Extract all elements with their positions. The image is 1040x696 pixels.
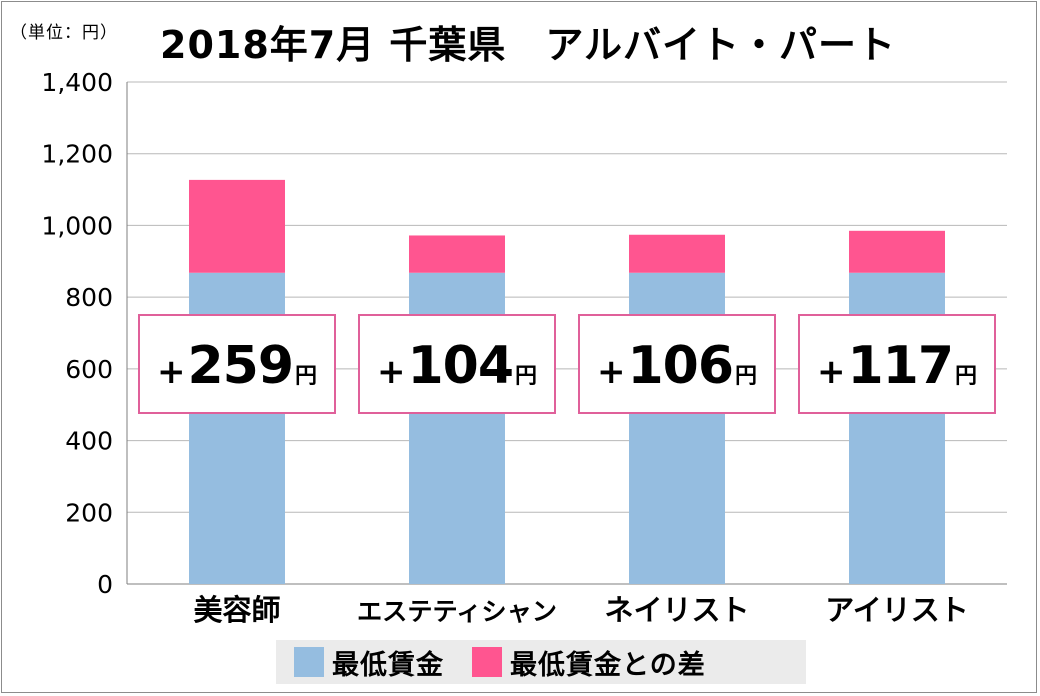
y-tick-label: 1,400 (41, 68, 113, 97)
y-tick-label: 200 (65, 498, 113, 527)
y-axis-ticks: 0 200 400 600 800 1,000 1,200 1,400 (41, 68, 113, 599)
difference-label-box: +259 円 (138, 314, 336, 414)
difference-value: 259 (187, 336, 294, 396)
difference-label-box: +117 円 (798, 314, 996, 414)
difference-value: 106 (627, 336, 734, 396)
difference-unit: 円 (515, 364, 538, 389)
x-category-label: エステティシャン (357, 597, 557, 626)
bar-difference (409, 235, 505, 273)
difference-plus-sign: + (376, 352, 406, 392)
legend-swatch-difference (472, 647, 502, 677)
bar-difference (189, 179, 285, 273)
difference-plus-sign: + (596, 352, 626, 392)
difference-value: 104 (407, 336, 514, 396)
x-category-label: アイリスト (825, 593, 969, 627)
chart-title: 2018年7月 千葉県 アルバイト・パート (160, 23, 897, 67)
x-axis-categories: 美容師 エステティシャン ネイリスト アイリスト (193, 593, 968, 627)
legend-item-difference: 最低賃金との差 (472, 643, 706, 682)
legend-item-min-wage: 最低賃金 (294, 643, 444, 682)
unit-label: （単位：円） (10, 23, 118, 43)
y-tick-label: 600 (65, 355, 113, 384)
difference-label-box: +106 円 (578, 314, 776, 414)
difference-plus-sign: + (816, 352, 846, 392)
bar-difference (849, 230, 945, 273)
y-tick-label: 0 (97, 570, 113, 599)
legend-label-min-wage: 最低賃金 (332, 649, 444, 681)
y-tick-label: 1,200 (41, 140, 113, 169)
legend-label-difference: 最低賃金との差 (510, 649, 706, 681)
y-tick-label: 400 (65, 427, 113, 456)
difference-value: 117 (847, 336, 954, 396)
difference-unit: 円 (735, 364, 758, 389)
difference-unit: 円 (295, 364, 318, 389)
difference-plus-sign: + (156, 352, 186, 392)
legend-swatch-min-wage (294, 647, 324, 677)
y-tick-label: 1,000 (41, 211, 113, 240)
x-category-label: 美容師 (193, 593, 280, 627)
y-tick-label: 800 (65, 283, 113, 312)
bar-difference (629, 234, 725, 273)
difference-unit: 円 (955, 364, 978, 389)
difference-label-box: +104 円 (358, 314, 556, 414)
legend: 最低賃金 最低賃金との差 (276, 640, 806, 684)
x-category-label: ネイリスト (604, 593, 749, 627)
